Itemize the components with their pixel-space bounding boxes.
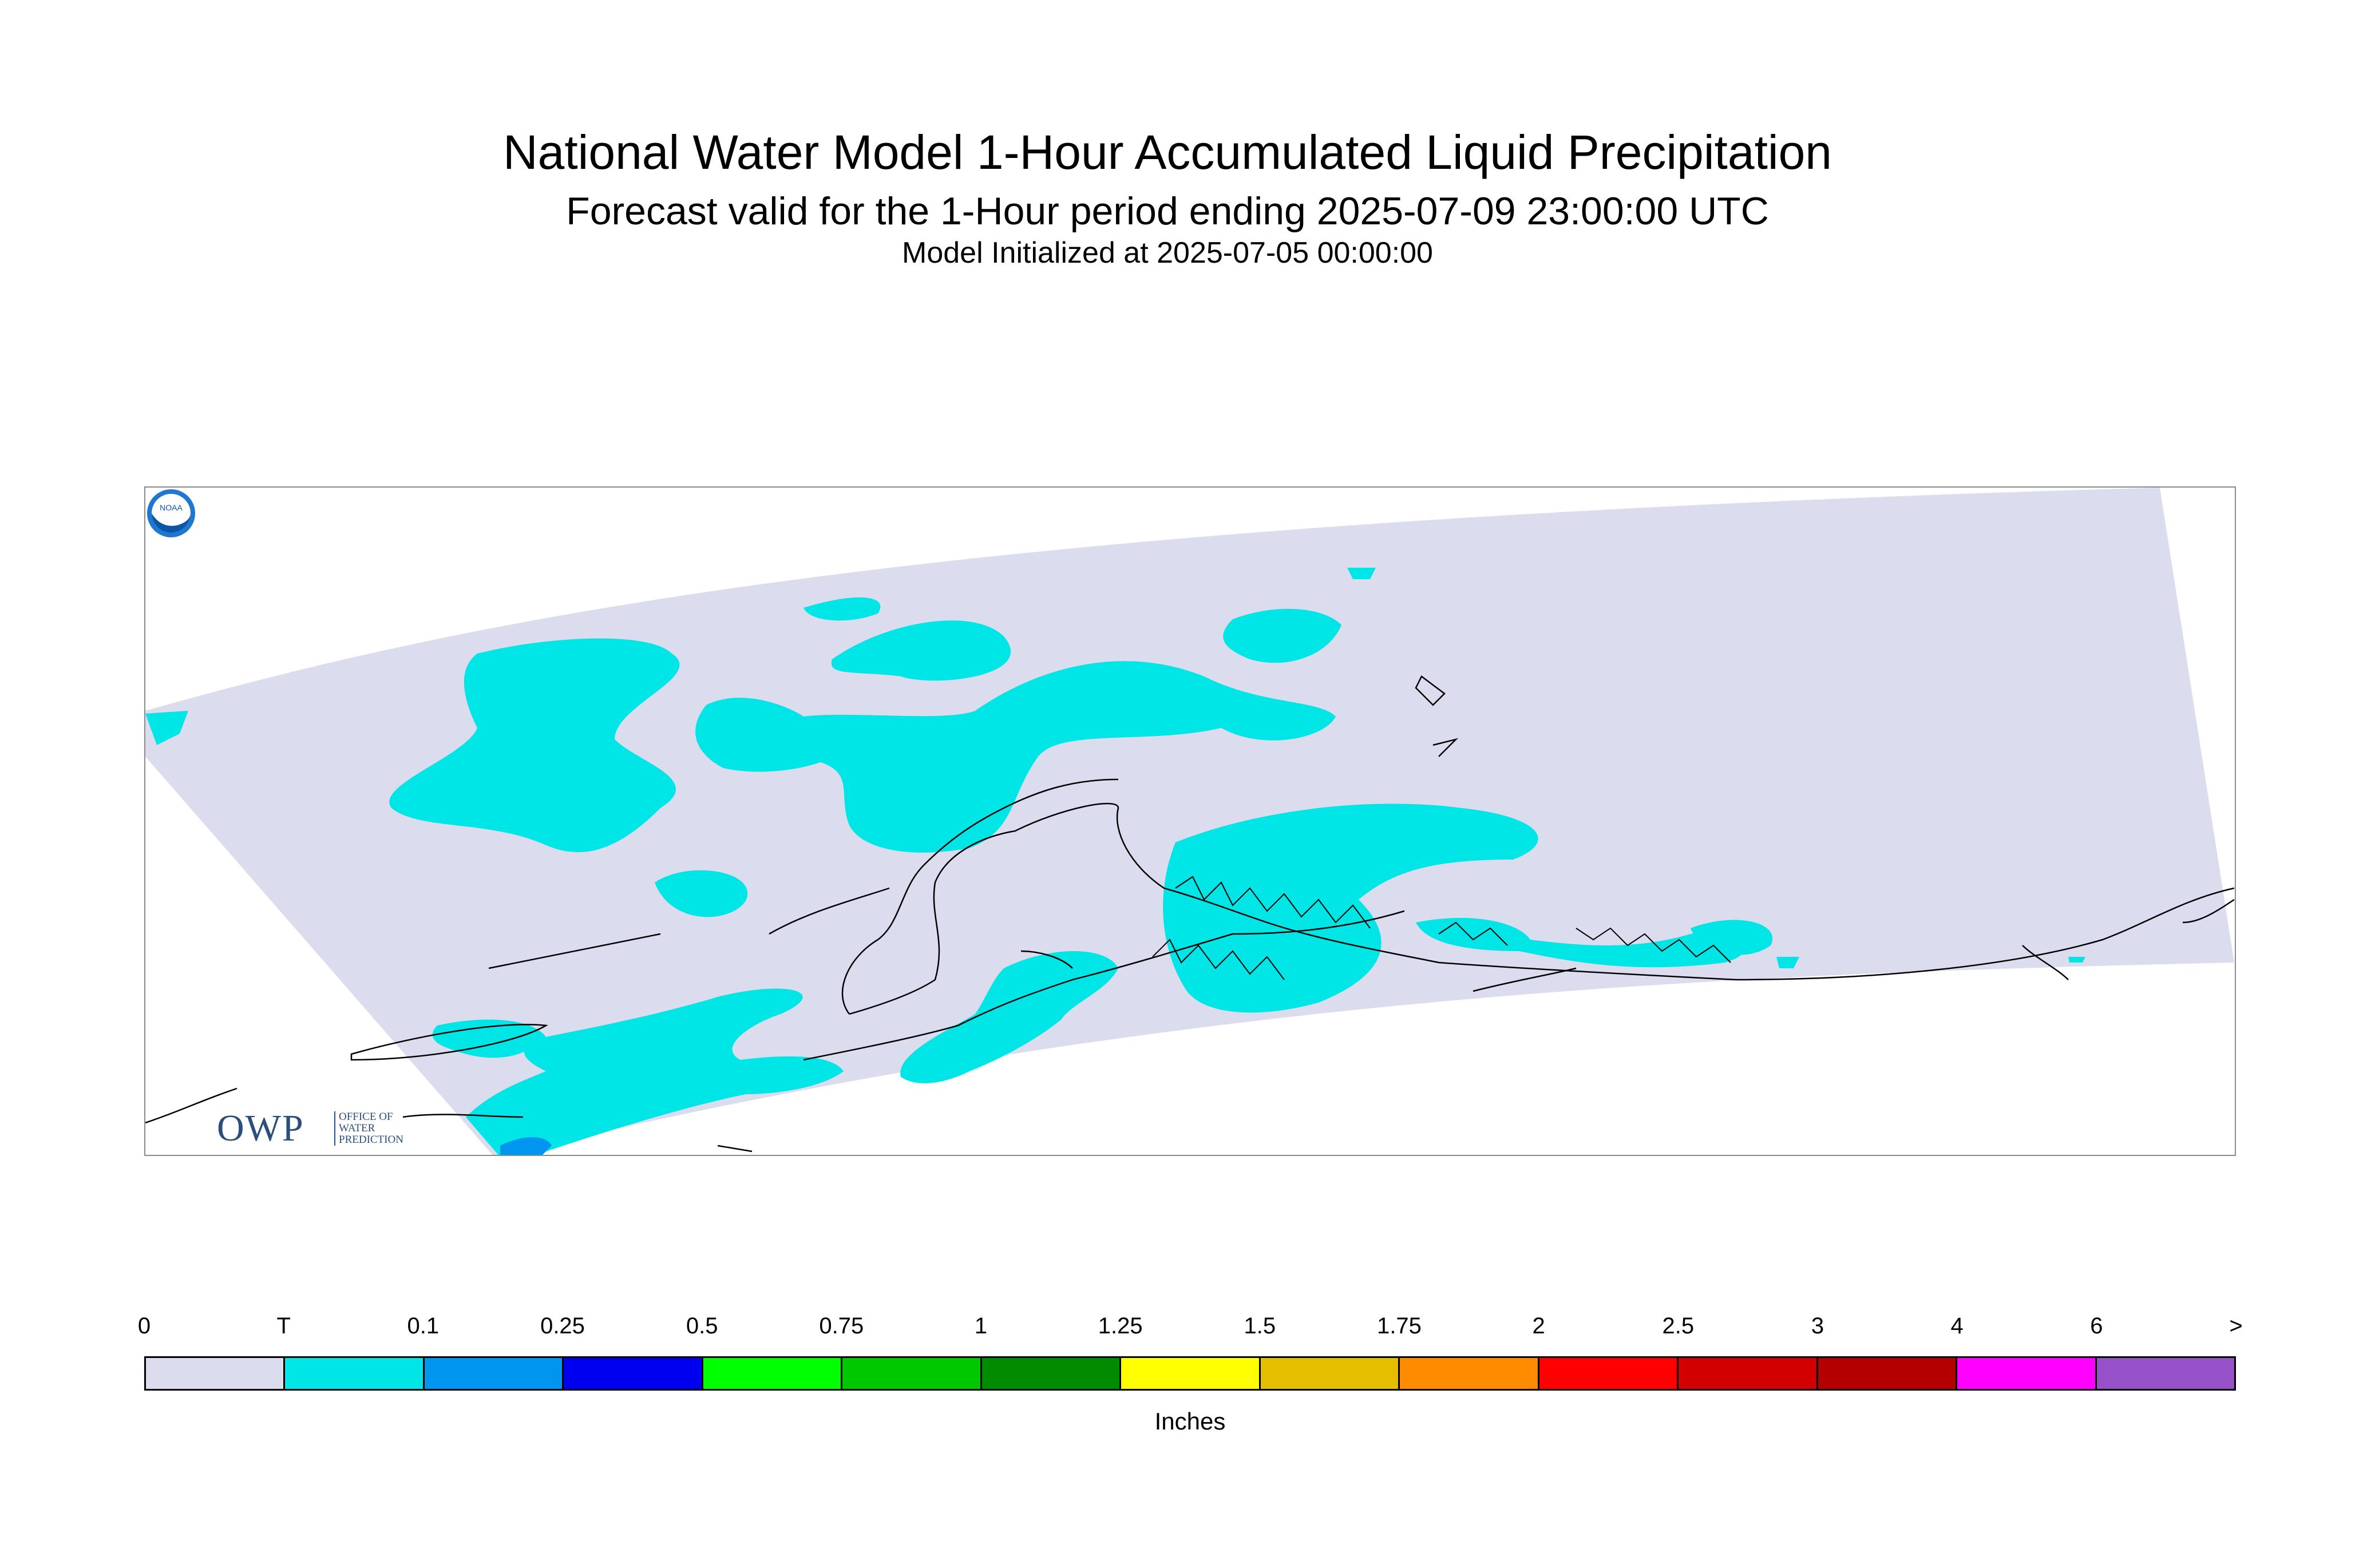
legend-swatch bbox=[424, 1358, 564, 1389]
legend-swatch bbox=[703, 1358, 843, 1389]
legend-swatch bbox=[1121, 1358, 1261, 1389]
owp-logo: OWP OFFICE OF WATER PREDICTION bbox=[217, 1107, 446, 1153]
legend-tick-label: > bbox=[2229, 1313, 2243, 1339]
owp-logo-line-2: WATER bbox=[339, 1122, 375, 1134]
map-subtitle: Forecast valid for the 1-Hour period end… bbox=[566, 189, 1769, 233]
legend-swatch bbox=[1957, 1358, 2097, 1389]
noaa-logo: NOAA bbox=[147, 489, 195, 537]
legend-tick-label: 3 bbox=[1811, 1313, 1824, 1339]
legend-swatch bbox=[564, 1358, 703, 1389]
legend-tick-label: 1.75 bbox=[1377, 1313, 1422, 1339]
precipitation-map: OWP OFFICE OF WATER PREDICTION NOAA bbox=[144, 486, 2236, 1156]
legend-swatch bbox=[842, 1358, 982, 1389]
coastlines bbox=[145, 675, 2235, 1153]
light-blue-patch bbox=[500, 1137, 552, 1155]
owp-logo-line-3: PREDICTION bbox=[339, 1134, 403, 1146]
legend-units: Inches bbox=[1154, 1408, 1226, 1435]
legend-tick-label: 1 bbox=[974, 1313, 988, 1339]
owp-logo-line-1: OFFICE OF bbox=[339, 1111, 393, 1123]
map-canvas bbox=[145, 488, 2235, 1155]
legend-tick-label: 2.5 bbox=[1662, 1313, 1695, 1339]
legend-swatch bbox=[1539, 1358, 1679, 1389]
legend-tick-label: 1.5 bbox=[1244, 1313, 1276, 1339]
owp-logo-mark: OWP bbox=[217, 1107, 304, 1149]
legend-swatch bbox=[2096, 1358, 2235, 1389]
legend-tick-label: 0.5 bbox=[686, 1313, 718, 1339]
legend-tick-label: 6 bbox=[2090, 1313, 2103, 1339]
legend-color-bar bbox=[144, 1356, 2236, 1391]
legend-tick-label: T bbox=[276, 1313, 291, 1339]
model-init-line: Model Initialized at 2025-07-05 00:00:00 bbox=[902, 236, 1433, 270]
legend-tick-label: 0 bbox=[137, 1313, 151, 1339]
legend-swatch bbox=[1400, 1358, 1539, 1389]
map-title: National Water Model 1-Hour Accumulated … bbox=[502, 125, 1832, 179]
fjord-coastlines bbox=[1152, 876, 1731, 980]
legend-swatch bbox=[1260, 1358, 1400, 1389]
legend-tick-label: 4 bbox=[1950, 1313, 1964, 1339]
legend-swatch bbox=[146, 1358, 286, 1389]
legend-tick-label: 0.75 bbox=[819, 1313, 864, 1339]
svg-text:NOAA: NOAA bbox=[160, 503, 183, 512]
legend-tick-label: 2 bbox=[1532, 1313, 1545, 1339]
legend-swatch bbox=[285, 1358, 425, 1389]
color-legend: 0 T 0.1 0.25 0.5 0.75 1 1.25 1.5 1.75 2 2.5 3 4 6 > bbox=[138, 1313, 2243, 1393]
legend-tick-label: 0.25 bbox=[540, 1313, 585, 1339]
legend-swatch bbox=[981, 1358, 1122, 1389]
legend-labels: 0 T 0.1 0.25 0.5 0.75 1 1.25 1.5 1.75 2 2.5 3 4 6 > bbox=[138, 1313, 2243, 1348]
legend-swatch bbox=[1679, 1358, 1818, 1389]
legend-swatch bbox=[1818, 1358, 1958, 1389]
legend-tick-label: 1.25 bbox=[1098, 1313, 1143, 1339]
owp-logo-text: OFFICE OF WATER PREDICTION bbox=[334, 1111, 403, 1146]
legend-tick-label: 0.1 bbox=[407, 1313, 440, 1339]
